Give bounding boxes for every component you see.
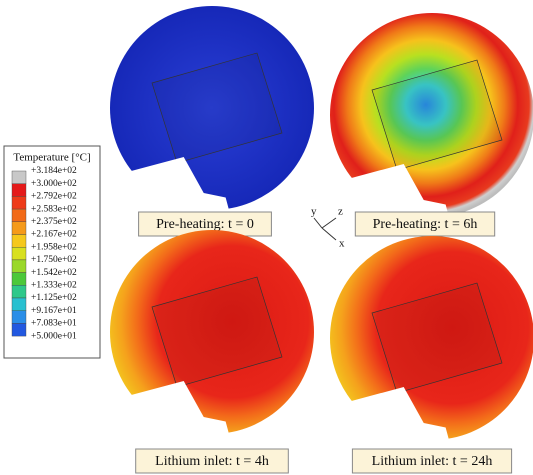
panels: Pre-heating: t = 0 Pre-heating: t = 6h Lit…: [110, 6, 533, 473]
caption: Lithium inlet: t = 4h: [155, 454, 269, 469]
legend-swatch: [12, 260, 26, 273]
legend-swatch: [12, 273, 26, 286]
axis-z: [322, 218, 336, 228]
caption: Pre-heating: t = 0: [156, 217, 254, 232]
axis-y: [314, 218, 322, 228]
legend-title: Temperature [°C]: [13, 152, 90, 164]
caption: Lithium inlet: t = 24h: [372, 454, 493, 469]
legend-swatch: [12, 311, 26, 324]
legend: Temperature [°C] +3.184e+02 +3.000e+02 +2.…: [4, 146, 100, 358]
disk: [110, 6, 314, 210]
legend-swatch: [12, 323, 26, 336]
legend-swatch: [12, 196, 26, 209]
legend-label: +2.167e+02: [31, 230, 77, 240]
legend-label: +1.750e+02: [31, 255, 77, 265]
legend-label: +2.583e+02: [31, 204, 77, 214]
legend-swatch: [12, 298, 26, 311]
legend-label: +2.375e+02: [31, 217, 77, 227]
legend-label: +5.000e+01: [31, 331, 77, 341]
legend-swatch: [12, 184, 26, 197]
legend-swatch: [12, 209, 26, 222]
axis-x: [322, 228, 336, 240]
legend-swatch: [12, 222, 26, 235]
legend-label: +3.000e+02: [31, 179, 77, 189]
legend-label: +3.184e+02: [31, 166, 77, 176]
legend-label: +9.167e+01: [31, 306, 77, 316]
disk: [330, 236, 533, 440]
figure: Pre-heating: t = 0 Pre-heating: t = 6h Lit…: [0, 0, 533, 475]
legend-swatch: [12, 285, 26, 298]
legend-label: +1.958e+02: [31, 242, 77, 252]
axis-label-x: x: [339, 238, 345, 250]
legend-label: +2.792e+02: [31, 192, 77, 202]
legend-label: +1.125e+02: [31, 293, 77, 303]
legend-label: +1.542e+02: [31, 268, 77, 278]
disk: [110, 230, 314, 434]
disk: [330, 13, 533, 217]
legend-swatch: [12, 247, 26, 260]
axis-label-z: z: [338, 206, 343, 218]
legend-label: +7.083e+01: [31, 319, 77, 329]
legend-swatch: [12, 171, 26, 184]
caption: Pre-heating: t = 6h: [373, 217, 478, 232]
legend-label: +1.333e+02: [31, 280, 77, 290]
legend-swatch: [12, 235, 26, 248]
axis-label-y: y: [311, 206, 317, 218]
axis-triad: [314, 218, 336, 240]
